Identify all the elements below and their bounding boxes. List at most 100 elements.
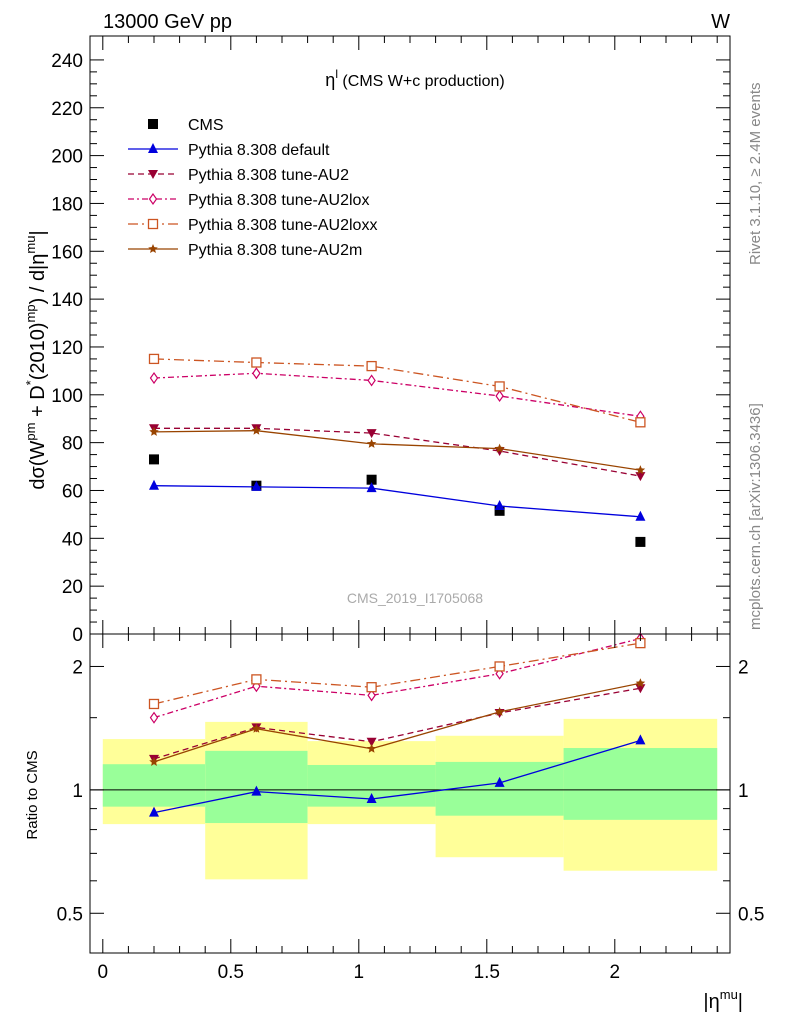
ratio-point-pythia-8-308-default [366, 792, 377, 803]
ratio-series-pythia-8-308-tune-au2lox [149, 632, 645, 724]
main-series-pythia-8-308-tune-au2lox [149, 367, 645, 423]
main-point-pythia-8-308-default [494, 500, 505, 511]
process-label: W [711, 11, 730, 33]
main-point-pythia-8-308-tune-au2m [149, 426, 159, 436]
ratio-point-pythia-8-308-tune-au2 [366, 737, 377, 747]
ratio-point-pythia-8-308-tune-au2lox [149, 711, 159, 724]
y-tick-label: 200 [51, 147, 83, 168]
main-point-cms [494, 505, 505, 516]
legend-label: CMS [188, 117, 224, 134]
x-tick-label: 0.5 [218, 962, 244, 983]
y-tick-label: 80 [62, 434, 83, 455]
main-line-pythia-8-308-tune-au2 [154, 427, 641, 477]
y-tick-label: 220 [51, 99, 83, 120]
main-point-pythia-8-308-tune-au2m [635, 465, 646, 475]
main-point-pythia-8-308-tune-au2loxx [494, 381, 505, 392]
x-axis-label: |ηmu| [703, 987, 743, 1013]
ratio-point-pythia-8-308-tune-au2m [251, 723, 262, 733]
main-point-pythia-8-308-tune-au2loxx [366, 360, 377, 372]
ratio-point-pythia-8-308-tune-au2lox [367, 689, 376, 702]
ratio-series-pythia-8-308-default [149, 734, 646, 817]
ratio-line-pythia-8-308-tune-au2lox [153, 637, 641, 719]
main-point-pythia-8-308-tune-au2loxx [251, 357, 262, 368]
y-tick-label: 40 [62, 529, 83, 550]
ratio-point-pythia-8-308-tune-au2loxx [148, 698, 160, 710]
main-point-pythia-8-308-default [149, 479, 159, 490]
main-series-pythia-8-308-tune-au2 [149, 424, 646, 482]
main-point-pythia-8-308-default [635, 510, 646, 521]
y-tick-label: 0 [72, 625, 83, 646]
main-line-pythia-8-308-tune-au2loxx [153, 358, 641, 423]
ratio-y-tick-label: 0.5 [57, 904, 83, 925]
legend-marker [148, 119, 158, 129]
legend-marker [148, 143, 158, 153]
main-point-pythia-8-308-tune-au2 [366, 429, 377, 439]
ratio-y-tick-label-right: 0.5 [738, 904, 764, 925]
y-tick-label: 180 [51, 194, 83, 215]
main-series-pythia-8-308-default [149, 479, 646, 521]
main-point-pythia-8-308-tune-au2loxx [635, 417, 646, 428]
legend-entry-cms: CMS [148, 117, 224, 134]
ratio-point-pythia-8-308-tune-au2m [635, 678, 646, 688]
legend-marker [148, 170, 158, 179]
y-tick-label: 160 [51, 242, 83, 263]
energy-label: 13000 GeV pp [103, 11, 232, 33]
legend-entry-pythia-8-308-tune-au2lox: Pythia 8.308 tune-AU2lox [128, 192, 369, 209]
ratio-point-pythia-8-308-tune-au2loxx [366, 682, 377, 693]
legend-marker [148, 244, 158, 254]
ratio-band-green [102, 764, 206, 807]
legend-marker [148, 192, 158, 206]
legend-label: Pythia 8.308 tune-AU2m [188, 242, 362, 259]
ratio-series-pythia-8-308-tune-au2m [149, 678, 646, 766]
main-series-cms [149, 454, 646, 547]
y-tick-label: 120 [51, 338, 83, 359]
main-point-pythia-8-308-tune-au2lox [149, 372, 159, 385]
main-point-pythia-8-308-tune-au2lox [495, 389, 504, 403]
main-series-pythia-8-308-tune-au2loxx [148, 353, 646, 428]
legend: CMS Pythia 8.308 default Pythia 8.308 tune… [128, 117, 377, 259]
ratio-y-tick-label: 1 [72, 781, 83, 802]
legend-entry-pythia-8-308-tune-au2m: Pythia 8.308 tune-AU2m [128, 242, 362, 259]
ratio-line-pythia-8-308-tune-au2loxx [153, 642, 641, 705]
ratio-point-pythia-8-308-default [635, 734, 646, 745]
ratio-y-tick-label-right: 1 [738, 781, 749, 802]
main-point-pythia-8-308-default [366, 482, 377, 493]
main-point-cms [635, 536, 646, 547]
main-point-pythia-8-308-tune-au2 [635, 472, 646, 482]
x-tick-label: 1.5 [474, 962, 500, 983]
main-point-pythia-8-308-tune-au2m [251, 425, 262, 435]
plot-title: ηl (CMS W+c production) [325, 67, 504, 90]
mcplots-label: mcplots.cern.ch [arXiv:1306.3436] [747, 403, 764, 630]
y-tick-label: 100 [51, 386, 83, 407]
legend-entry-pythia-8-308-default: Pythia 8.308 default [128, 142, 330, 159]
main-panel: ηl (CMS W+c production) CMS_2019_I170506… [51, 35, 731, 646]
y-tick-label: 140 [51, 290, 83, 311]
legend-label: Pythia 8.308 tune-AU2loxx [188, 217, 377, 234]
ratio-y-tick-label-right: 2 [738, 657, 749, 678]
ratio-y-axis-label: Ratio to CMS [24, 750, 41, 839]
main-line-pythia-8-308-default [153, 485, 641, 518]
ratio-point-pythia-8-308-tune-au2loxx [494, 661, 505, 672]
legend-label: Pythia 8.308 tune-AU2 [188, 167, 349, 184]
ratio-band-green [563, 748, 718, 820]
main-point-cms [366, 474, 377, 485]
ratio-point-pythia-8-308-default [494, 776, 505, 787]
ratio-point-pythia-8-308-default [149, 806, 159, 817]
main-line-pythia-8-308-tune-au2lox [153, 372, 641, 417]
main-y-axis-label: dσ(Wpm + D*(2010)mp) / d|ηmu| [23, 230, 49, 489]
main-point-pythia-8-308-tune-au2m [366, 438, 377, 448]
ratio-point-pythia-8-308-tune-au2m [149, 756, 159, 766]
rivet-label: Rivet 3.1.10, ≥ 2.4M events [747, 83, 764, 266]
main-point-pythia-8-308-default [251, 480, 262, 491]
x-tick-label: 1 [354, 962, 365, 983]
ratio-point-pythia-8-308-default [251, 785, 262, 796]
x-tick-label: 0 [98, 962, 109, 983]
y-tick-label: 60 [62, 481, 83, 502]
main-point-cms [149, 454, 159, 465]
main-point-pythia-8-308-tune-au2lox [252, 367, 261, 380]
main-point-pythia-8-308-tune-au2loxx [148, 353, 160, 365]
y-tick-label: 20 [62, 577, 83, 598]
legend-label: Pythia 8.308 default [188, 142, 330, 159]
plot-frame [89, 35, 731, 635]
main-point-pythia-8-308-tune-au2lox [367, 374, 376, 387]
